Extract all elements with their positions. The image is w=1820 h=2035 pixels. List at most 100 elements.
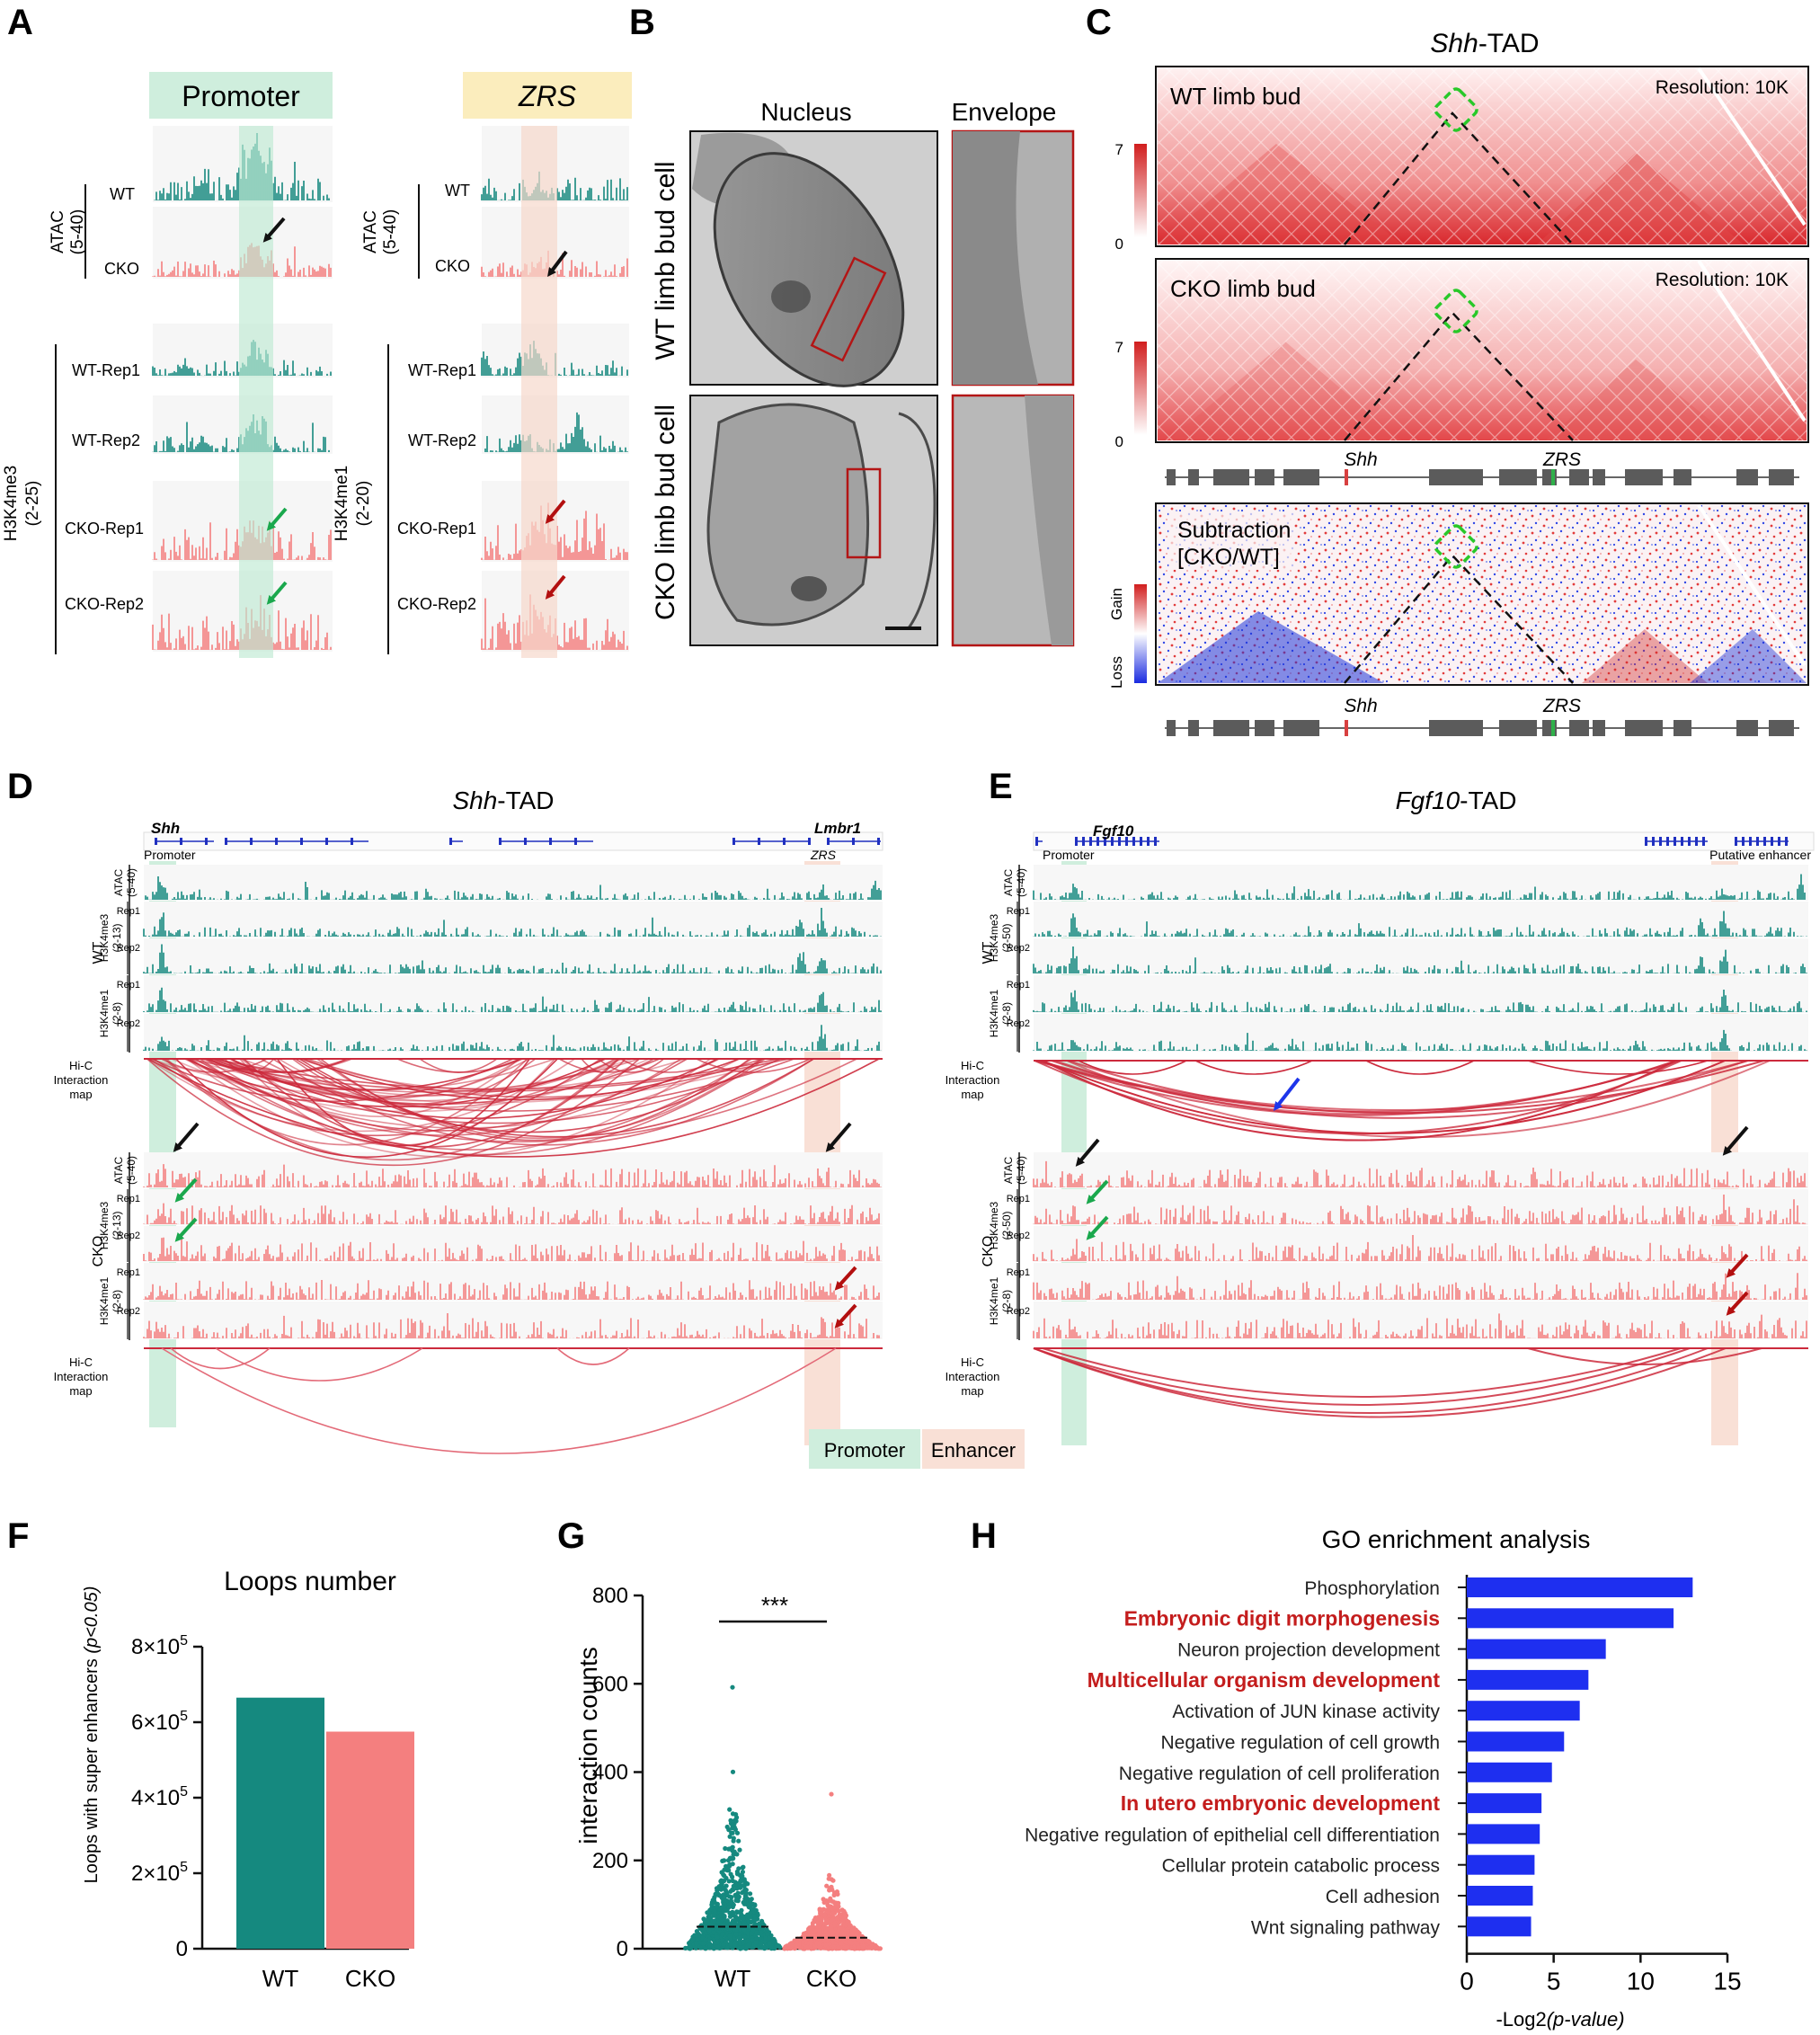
x-tick-label: CKO [806,1965,857,1992]
row-label-wt-cell: WT limb bud cell [651,161,680,360]
signal-track [1033,1235,1807,1261]
track-background [144,1302,883,1339]
data-point [706,1928,712,1933]
signal-track [1033,1160,1807,1187]
exon [808,838,811,845]
hic-label: Hi-C [961,1059,984,1072]
rep-label: Rep1 [1007,1194,1030,1204]
data-point [831,1944,837,1950]
interaction-arc [147,1058,880,1158]
data-point [820,1924,825,1930]
interaction-arc [1527,1060,1709,1075]
gene-block [1188,469,1199,485]
data-point [860,1943,866,1949]
data-point [736,1866,741,1871]
y-tick-label: 2×105 [131,1860,188,1886]
gene-block [1593,720,1605,736]
hic-label: Interaction [54,1370,109,1383]
category-label: Cell adhesion [1326,1887,1440,1907]
data-point [827,1872,832,1878]
black-arrow [825,1122,852,1152]
data-point [829,1923,834,1928]
green-arrow [174,1177,198,1203]
y-tick-label: 200 [592,1849,628,1873]
data-point [726,1879,732,1884]
data-point [788,1944,794,1950]
data-point [741,1916,746,1922]
row-label-cko-cell: CKO limb bud cell [651,404,680,620]
data-point [721,1892,726,1897]
gene-label-shh: Shh [151,820,180,837]
atac-range-label-right: (5-40) [381,209,400,255]
data-point [829,1791,834,1797]
exon [877,838,880,845]
gene-block [1283,720,1319,736]
green-arrow [266,507,288,531]
hic-label: Interaction [946,1370,1000,1383]
hic-map-wt: WT limb bud Resolution: 10K 7 0 [1115,66,1809,253]
exon [1104,837,1106,846]
exon [524,838,527,845]
gene-block [1674,720,1691,736]
data-point [803,1944,808,1950]
data-point [814,1941,820,1946]
data-point [725,1865,731,1871]
signal-track [143,1234,882,1261]
exon [1771,837,1773,846]
interaction-arc [1033,1347,1727,1418]
track-background [1034,865,1808,901]
track-background [144,1014,883,1052]
exon [180,838,182,845]
data-point [724,1944,731,1951]
y-tick-label: 4×105 [131,1784,188,1810]
exon [1645,837,1647,846]
data-point [728,1817,733,1823]
interaction-arc [186,1058,857,1142]
category-label: Wnt signaling pathway [1251,1917,1441,1938]
data-point [828,1896,833,1901]
data-point [737,1945,742,1951]
gene-block [1429,469,1483,485]
track-label: WT-Rep2 [408,431,476,449]
gene-label-fgf10: Fgf10 [1093,822,1134,840]
data-point [726,1846,732,1852]
red-arrow [1726,1253,1749,1278]
gene-block [1736,469,1758,485]
data-point [746,1902,751,1907]
black-arrow [173,1122,200,1152]
signal-track [1033,874,1806,900]
signal-track [1033,1029,1807,1051]
gene-label-lmbr1: Lmbr1 [814,820,861,837]
gain-label: Gain [1108,588,1125,620]
data-point [841,1908,847,1914]
interaction-arc [170,1347,271,1370]
exon [1118,837,1121,846]
data-point [734,1871,741,1877]
interaction-arc [214,1058,779,1090]
red-arrow [1726,1291,1749,1316]
group-label: WT [91,941,106,964]
data-point [819,1911,824,1916]
data-point [826,1876,831,1881]
data-point [830,1939,836,1944]
data-point [726,1905,732,1910]
interaction-arc [1066,1060,1771,1138]
data-point [740,1870,746,1875]
data-point [721,1905,727,1910]
hic-map-label: CKO limb bud [1170,275,1316,302]
track-background [144,975,883,1013]
gene-block [1255,720,1274,736]
bar [1467,1824,1540,1844]
subtraction-label: [CKO/WT] [1177,545,1280,570]
data-point [730,1878,735,1884]
data-point [730,1769,736,1774]
data-point [727,1834,732,1839]
data-point [727,1807,732,1812]
data-point [712,1899,717,1905]
exon [783,838,786,845]
bar [1467,1854,1535,1875]
scale-max: 7 [1115,339,1123,356]
gene-block [1167,720,1176,736]
